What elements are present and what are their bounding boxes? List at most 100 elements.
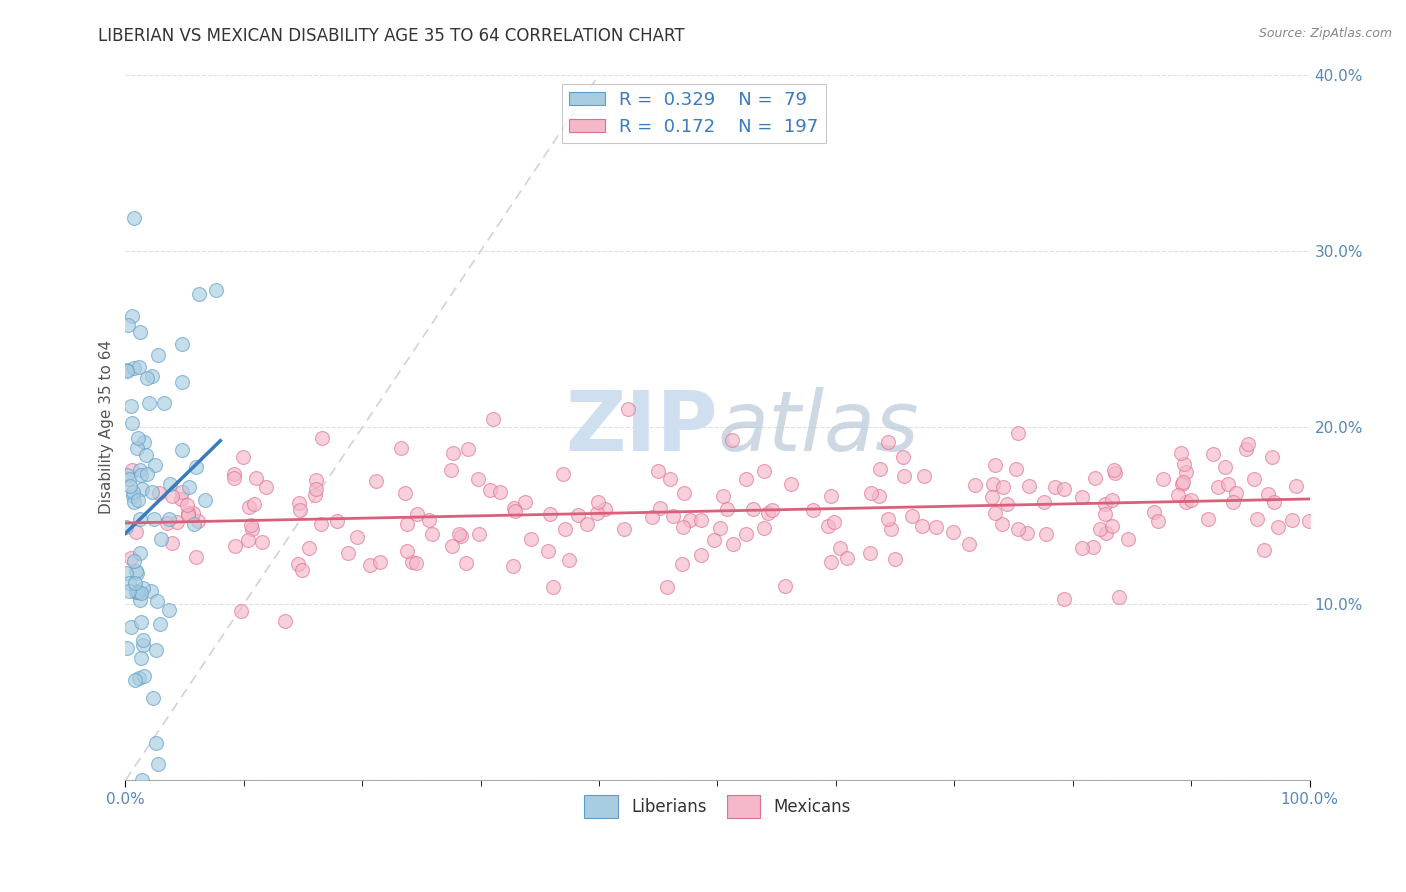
Point	[478, 483, 501, 497]
Point	[1173, 457, 1195, 471]
Point	[659, 472, 682, 486]
Point	[222, 470, 245, 484]
Point	[245, 471, 267, 485]
Y-axis label: Disability Age 35 to 64: Disability Age 35 to 64	[100, 341, 114, 515]
Point	[502, 558, 524, 573]
Point	[401, 555, 423, 569]
Point	[125, 564, 148, 578]
Point	[120, 478, 142, 492]
Point	[761, 502, 783, 516]
Point	[1104, 466, 1126, 480]
Point	[1170, 446, 1192, 460]
Point	[124, 494, 146, 508]
Point	[157, 511, 180, 525]
Point	[912, 469, 935, 483]
Point	[957, 537, 980, 551]
Point	[1234, 442, 1257, 457]
Point	[124, 575, 146, 590]
Point	[893, 469, 915, 483]
Point	[1174, 465, 1197, 479]
Point	[309, 517, 332, 532]
Point	[389, 442, 412, 456]
Point	[1095, 526, 1118, 541]
Point	[183, 517, 205, 532]
Point	[1246, 512, 1268, 526]
Point	[156, 516, 179, 531]
Point	[122, 485, 145, 500]
Point	[311, 431, 333, 445]
Point	[141, 368, 163, 383]
Point	[1071, 490, 1094, 504]
Point	[186, 460, 208, 475]
Point	[287, 557, 309, 571]
Point	[910, 519, 932, 533]
Point	[135, 467, 157, 482]
Point	[557, 553, 579, 567]
Point	[679, 513, 702, 527]
Point	[752, 521, 775, 535]
Point	[129, 546, 152, 560]
Point	[1018, 479, 1040, 493]
Point	[236, 533, 259, 547]
Point	[131, 773, 153, 788]
Point	[274, 615, 297, 629]
Text: ZIP: ZIP	[565, 387, 717, 468]
Point	[1101, 492, 1123, 507]
Point	[254, 480, 277, 494]
Point	[122, 361, 145, 376]
Point	[551, 467, 574, 481]
Point	[1167, 488, 1189, 502]
Point	[120, 400, 142, 414]
Point	[1053, 482, 1076, 496]
Point	[502, 500, 524, 515]
Point	[817, 519, 839, 533]
Point	[252, 535, 274, 549]
Point	[170, 375, 193, 389]
Point	[1267, 520, 1289, 534]
Point	[1225, 486, 1247, 500]
Point	[672, 520, 695, 534]
Point	[1206, 480, 1229, 494]
Point	[671, 557, 693, 571]
Point	[143, 458, 166, 472]
Point	[1007, 425, 1029, 440]
Point	[115, 468, 138, 483]
Point	[1015, 526, 1038, 541]
Point	[117, 318, 139, 332]
Point	[1116, 532, 1139, 546]
Point	[291, 563, 314, 577]
Point	[925, 520, 948, 534]
Point	[554, 522, 576, 536]
Point	[138, 396, 160, 410]
Point	[337, 546, 360, 560]
Point	[467, 472, 489, 486]
Point	[586, 507, 609, 521]
Point	[405, 556, 427, 570]
Point	[118, 472, 141, 486]
Point	[450, 529, 472, 543]
Point	[135, 448, 157, 462]
Point	[595, 502, 617, 516]
Point	[820, 489, 842, 503]
Point	[1263, 495, 1285, 509]
Point	[148, 757, 170, 772]
Point	[420, 527, 443, 541]
Point	[868, 489, 890, 503]
Point	[1197, 512, 1219, 526]
Point	[734, 472, 756, 486]
Point	[503, 504, 526, 518]
Point	[120, 619, 142, 633]
Point	[647, 464, 669, 478]
Point	[134, 668, 156, 682]
Point	[141, 484, 163, 499]
Point	[869, 462, 891, 476]
Point	[172, 443, 194, 458]
Point	[991, 517, 1014, 532]
Point	[121, 463, 143, 477]
Point	[859, 546, 882, 560]
Point	[657, 580, 679, 594]
Point	[224, 467, 246, 482]
Point	[305, 473, 328, 487]
Point	[439, 463, 461, 477]
Point	[1032, 494, 1054, 508]
